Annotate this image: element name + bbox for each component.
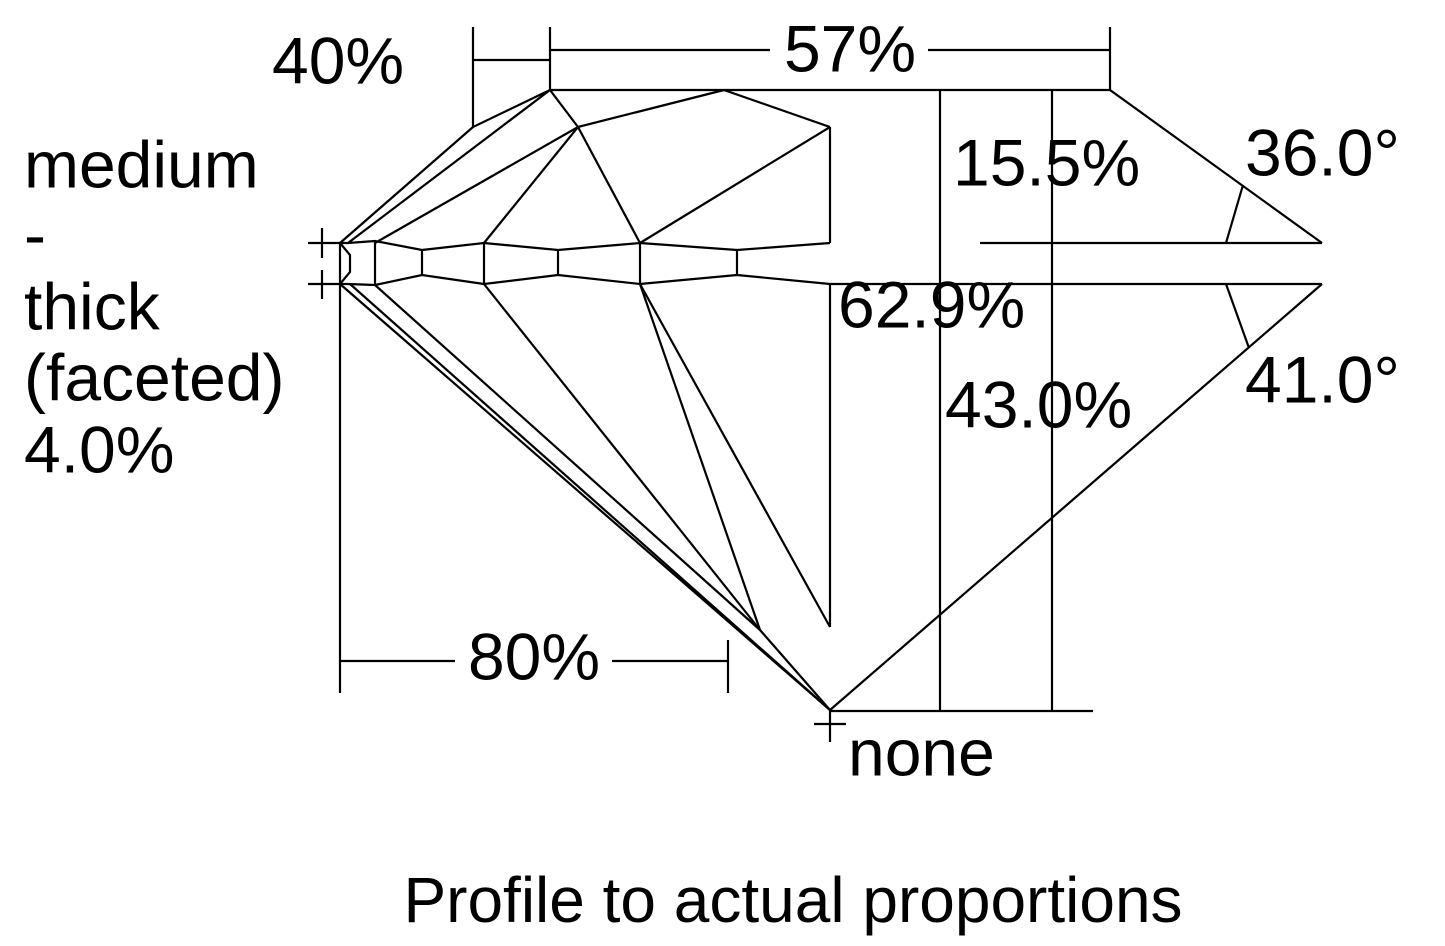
facet (483, 126, 579, 244)
pavilion-outline (829, 283, 1323, 711)
girdle-top (340, 239, 831, 252)
girdle-bottom (340, 273, 831, 287)
girdle-label: 4.0% (24, 412, 174, 486)
pavilion-outline (339, 283, 831, 711)
angle-mark (1224, 184, 1245, 244)
dimension-lines (308, 27, 1251, 742)
facet (723, 88, 831, 129)
facet (374, 284, 761, 631)
facet (347, 89, 551, 244)
girdle-label: - (24, 197, 46, 271)
crown-height-label: 15.5% (953, 125, 1140, 199)
facet (374, 126, 579, 244)
pavilion-angle-label: 41.0° (1245, 342, 1400, 416)
crown-angle-label: 36.0° (1245, 115, 1400, 189)
facet (577, 88, 725, 129)
facet (483, 283, 761, 631)
diamond-profile (338, 88, 1323, 711)
pavilion-depth-label: 43.0% (945, 367, 1132, 441)
girdle-label: thick (24, 269, 161, 343)
girdle-label: medium (24, 127, 259, 201)
culet-label: none (848, 715, 995, 789)
facet (639, 283, 831, 628)
angle-mark (1224, 283, 1251, 349)
lower-half-label: 80% (468, 619, 600, 693)
table-label: 57% (784, 11, 916, 85)
facet (577, 126, 641, 244)
facet (759, 629, 831, 711)
star-length-label: 40% (272, 23, 404, 97)
facet (638, 283, 762, 631)
girdle-label: (faceted) (24, 340, 284, 414)
girdle-facet (339, 242, 352, 285)
caption: Profile to actual proportions (403, 864, 1182, 936)
total-depth-label: 62.9% (838, 267, 1025, 341)
facet (549, 89, 579, 128)
facet (639, 126, 831, 244)
facet (349, 283, 831, 711)
